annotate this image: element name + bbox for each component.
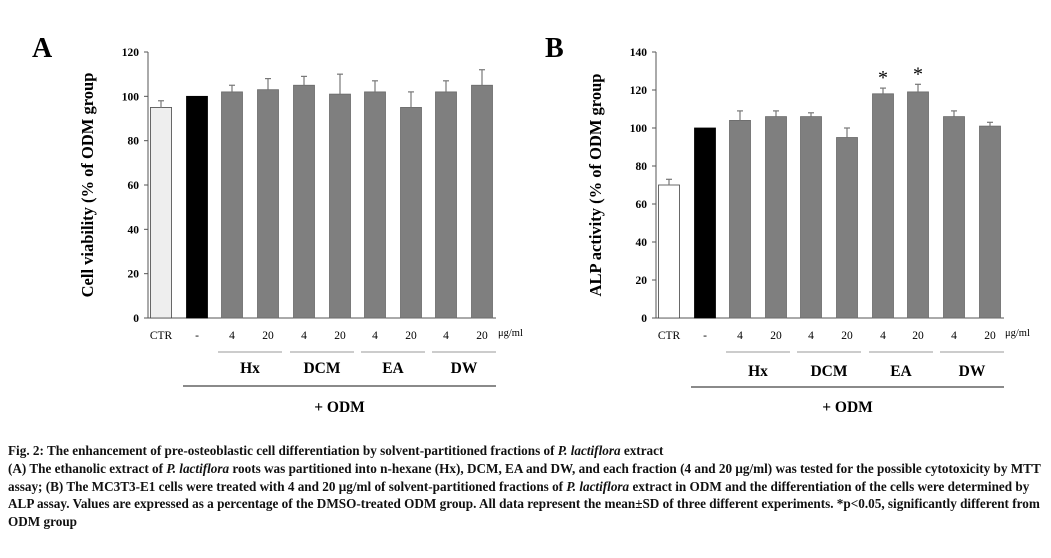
bar <box>364 91 386 319</box>
bar <box>329 93 351 319</box>
y-axis-label: ALP activity (% of ODM group <box>586 74 605 297</box>
x-tick-label: CTR <box>658 330 681 342</box>
caption-body: (A) The ethanolic extract of P. lactiflo… <box>8 460 1044 531</box>
x-tick-label: 4 <box>372 330 378 342</box>
y-tick-label: 0 <box>641 313 647 325</box>
x-tick-label: 4 <box>808 330 814 342</box>
y-tick-label: 120 <box>630 85 648 97</box>
y-tick-label: 100 <box>122 91 140 103</box>
bar <box>186 95 208 319</box>
y-tick-label: 0 <box>133 313 139 325</box>
x-tick-label: 4 <box>737 330 743 342</box>
bar <box>221 91 243 319</box>
panel-b-chart: B 0 20 40 60 80 100 120 140 ALP activity (% of OD… <box>545 33 1030 416</box>
caption-title: Fig. 2: The enhancement of pre-osteoblas… <box>8 442 1044 460</box>
x-tick-label: 20 <box>405 330 417 342</box>
x-tick-label: 20 <box>841 330 853 342</box>
unit-label: μg/ml <box>1005 328 1030 339</box>
x-tick-label: 20 <box>476 330 488 342</box>
x-tick-label: 20 <box>334 330 346 342</box>
figure-caption: Fig. 2: The enhancement of pre-osteoblas… <box>8 442 1044 531</box>
significance-marker: * <box>878 67 888 89</box>
x-tick-label: CTR <box>150 330 173 342</box>
group-label: DCM <box>303 360 340 377</box>
bar <box>800 116 822 319</box>
y-tick-label: 120 <box>122 47 140 59</box>
bar <box>658 184 680 319</box>
x-tick-label: 20 <box>912 330 924 342</box>
caption-body-part-2: roots was partitioned into n-hexane (Hx)… <box>8 460 1041 494</box>
x-tick-label: - <box>703 330 707 342</box>
panel-a-chart: A 0 20 40 60 80 100 120 Cell viability (% of ODM… <box>32 33 523 416</box>
bar <box>400 107 422 319</box>
group-label: EA <box>382 360 404 377</box>
y-tick-label: 100 <box>630 123 648 135</box>
group-label: Hx <box>748 363 768 380</box>
y-axis-label: Cell viability (% of ODM group <box>78 73 97 298</box>
x-tick-label: 4 <box>443 330 449 342</box>
treatment-label: + ODM <box>822 399 873 416</box>
y-tick-label: 40 <box>128 224 140 236</box>
x-tick-label: 4 <box>951 330 957 342</box>
caption-body-part-3: extract in ODM and the differentiation o… <box>8 478 1040 530</box>
x-tick-label: 4 <box>301 330 307 342</box>
y-tick-label: 140 <box>630 47 648 59</box>
bar <box>765 116 787 319</box>
bar <box>729 120 751 319</box>
y-tick-label: 80 <box>128 136 140 148</box>
significance-marker: * <box>913 63 923 85</box>
x-tick-label: - <box>195 330 199 342</box>
caption-body-species-1: P. lactiflora <box>166 460 230 476</box>
bar <box>872 93 894 319</box>
x-tick-label: 4 <box>229 330 235 342</box>
bar <box>943 116 965 319</box>
bar <box>907 91 929 319</box>
group-label: DCM <box>810 363 847 380</box>
group-label: Hx <box>240 360 260 377</box>
group-label: EA <box>890 363 912 380</box>
y-tick-label: 20 <box>128 269 140 281</box>
bar <box>836 137 858 319</box>
group-label: DW <box>451 360 478 377</box>
bar <box>979 125 1001 319</box>
panel-label: A <box>32 33 53 64</box>
y-tick-label: 60 <box>636 199 648 211</box>
treatment-label: + ODM <box>314 399 365 416</box>
caption-title-prefix: Fig. 2: The enhancement of pre-osteoblas… <box>8 443 558 458</box>
bar <box>150 107 172 319</box>
caption-body-species-2: P. lactiflora <box>566 478 630 494</box>
y-tick-label: 80 <box>636 161 648 173</box>
bar <box>435 91 457 319</box>
x-tick-label: 20 <box>984 330 996 342</box>
x-tick-label: 20 <box>262 330 274 342</box>
y-tick-label: 20 <box>636 275 648 287</box>
group-label: DW <box>959 363 986 380</box>
unit-label: μg/ml <box>498 328 523 339</box>
bar <box>694 127 716 319</box>
x-tick-label: 4 <box>880 330 886 342</box>
caption-title-suffix: extract <box>620 443 664 458</box>
caption-body-part-1: (A) The ethanolic extract of <box>8 460 167 476</box>
caption-title-species: P. lactiflora <box>557 443 621 458</box>
bar <box>257 89 279 319</box>
bar <box>293 84 315 319</box>
bar <box>471 84 493 319</box>
y-tick-label: 60 <box>128 180 140 192</box>
y-tick-label: 40 <box>636 237 648 249</box>
x-tick-label: 20 <box>770 330 782 342</box>
panel-label: B <box>545 33 564 64</box>
